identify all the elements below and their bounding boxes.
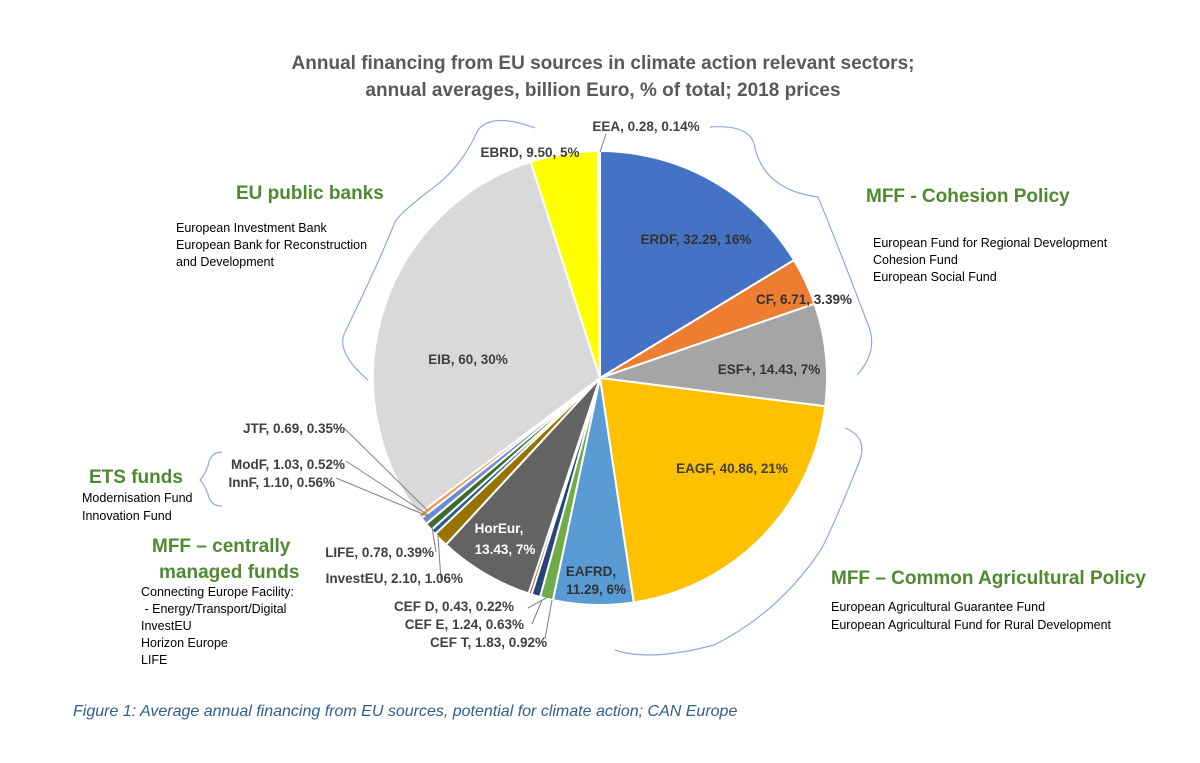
group-cap-title: MFF – Common Agricultural Policy bbox=[831, 568, 1146, 589]
label-eib: EIB, 60, 30% bbox=[428, 352, 508, 367]
label-horeur-1: HorEur, bbox=[475, 521, 524, 536]
pie-slices bbox=[372, 149, 828, 606]
chart-title-line2: annual averages, billion Euro, % of tota… bbox=[365, 80, 840, 101]
pie-slice-eib bbox=[372, 160, 602, 516]
label-cefe: CEF E, 1.24, 0.63% bbox=[405, 617, 524, 632]
label-modf: ModF, 1.03, 0.52% bbox=[231, 457, 345, 472]
leader-life bbox=[431, 526, 437, 553]
bracket-cohesion bbox=[709, 126, 873, 376]
leader-cefe bbox=[531, 599, 543, 625]
label-eafrd-2: 11.29, 6% bbox=[566, 582, 626, 597]
label-eagf: EAGF, 40.86, 21% bbox=[676, 461, 788, 476]
leader-investeu bbox=[437, 535, 442, 581]
pie-chart: Annual financing from EU sources in clim… bbox=[82, 53, 1146, 667]
leader-innf bbox=[335, 477, 431, 518]
label-eea: EEA, 0.28, 0.14% bbox=[592, 119, 699, 134]
group-ets-desc-1: Modernisation Fund bbox=[82, 491, 193, 505]
chart-title-line1: Annual financing from EU sources in clim… bbox=[292, 53, 915, 74]
label-erdf: ERDF, 32.29, 16% bbox=[640, 232, 751, 247]
leader-ceft bbox=[544, 599, 553, 640]
group-cohesion-desc-1: European Fund for Regional Development bbox=[873, 236, 1108, 250]
leader-cefd bbox=[527, 596, 549, 609]
group-central-desc-2: - Energy/Transport/Digital bbox=[141, 602, 286, 616]
group-cap-desc-2: European Agricultural Fund for Rural Dev… bbox=[831, 618, 1112, 632]
group-central-title-1: MFF – centrally bbox=[152, 536, 291, 557]
group-ets-desc-2: Innovation Fund bbox=[82, 509, 172, 523]
label-horeur-2: 13.43, 7% bbox=[475, 542, 536, 557]
label-ceft: CEF T, 1.83, 0.92% bbox=[430, 635, 547, 650]
group-ets-title: ETS funds bbox=[89, 467, 183, 488]
label-cf: CF, 6.71, 3.39% bbox=[756, 292, 852, 307]
group-central-desc-4: Horizon Europe bbox=[141, 636, 228, 650]
group-central-desc-5: LIFE bbox=[141, 653, 167, 667]
leader-lines bbox=[335, 133, 607, 640]
leader-modf bbox=[345, 460, 429, 516]
pie-slice-eagf bbox=[598, 376, 827, 604]
pie-slice-erdf bbox=[599, 149, 796, 380]
group-banks-title: EU public banks bbox=[236, 183, 384, 204]
label-eafrd-1: EAFRD, bbox=[566, 564, 616, 579]
label-life: LIFE, 0.78, 0.39% bbox=[325, 545, 434, 560]
bracket-banks bbox=[342, 119, 536, 381]
pie-slice-esf bbox=[599, 302, 828, 408]
group-cohesion-title: MFF - Cohesion Policy bbox=[866, 186, 1070, 207]
group-cohesion-desc-2: Cohesion Fund bbox=[873, 253, 958, 267]
label-ebrd: EBRD, 9.50, 5% bbox=[480, 145, 579, 160]
label-innf: InnF, 1.10, 0.56% bbox=[228, 475, 335, 490]
label-esf: ESF+, 14.43, 7% bbox=[718, 362, 820, 377]
group-central-desc-3: InvestEU bbox=[141, 619, 192, 633]
label-cefd: CEF D, 0.43, 0.22% bbox=[394, 599, 514, 614]
group-central-title-2: managed funds bbox=[159, 562, 299, 583]
group-banks-desc-3: and Development bbox=[176, 255, 275, 269]
figure-caption: Figure 1: Average annual financing from … bbox=[73, 703, 738, 720]
label-jtf: JTF, 0.69, 0.35% bbox=[243, 421, 345, 436]
group-banks-desc-1: European Investment Bank bbox=[176, 221, 328, 235]
group-banks-desc-2: European Bank for Reconstruction bbox=[176, 238, 367, 252]
label-investeu: InvestEU, 2.10, 1.06% bbox=[326, 571, 463, 586]
group-cap-desc-1: European Agricultural Guarantee Fund bbox=[831, 600, 1045, 614]
group-cohesion-desc-3: European Social Fund bbox=[873, 270, 997, 284]
bracket-cap bbox=[614, 427, 863, 656]
leader-eea bbox=[599, 133, 607, 153]
bracket-ets bbox=[199, 451, 223, 507]
leader-jtf bbox=[343, 427, 428, 511]
group-central-desc-1: Connecting Europe Facility: bbox=[141, 585, 294, 599]
